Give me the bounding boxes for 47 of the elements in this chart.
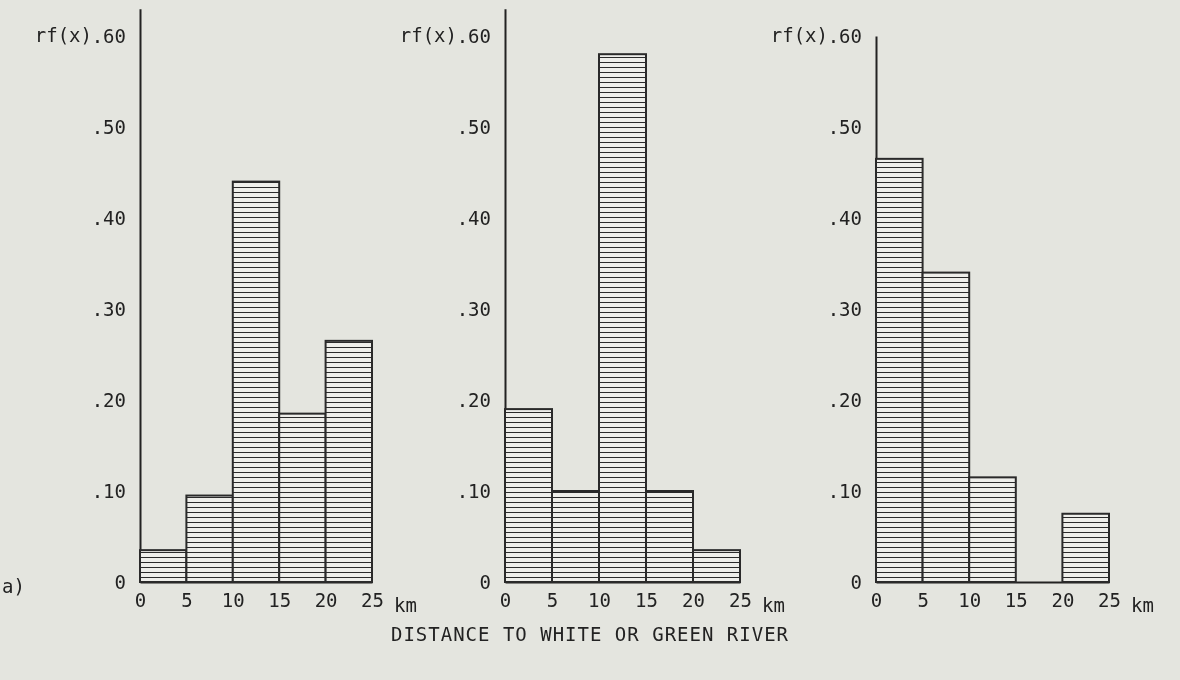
x-tick-label: 25 xyxy=(729,589,752,612)
y-tick-label: .60 xyxy=(827,24,862,47)
x-tick-label: 15 xyxy=(268,589,292,612)
x-tick-label: 5 xyxy=(546,589,559,612)
y-tick-label: .30 xyxy=(827,297,862,320)
y-tick-label: .40 xyxy=(456,206,491,229)
y-tick-label: .10 xyxy=(91,479,126,502)
y-tick-label: .50 xyxy=(827,115,862,138)
y-tick-label: 0 xyxy=(479,570,491,593)
x-tick-label: 25 xyxy=(361,589,384,612)
y-tick-label: .60 xyxy=(91,24,126,47)
y-axis-title: rf(x) xyxy=(34,24,92,47)
x-tick-label: 5 xyxy=(181,589,193,612)
y-tick-label: 0 xyxy=(114,570,126,593)
text: a) xyxy=(2,575,25,598)
x-tick-label: 0 xyxy=(870,589,883,612)
x-tick-label: 20 xyxy=(1051,589,1075,612)
y-tick-label: .10 xyxy=(456,479,491,502)
y-tick-label: .20 xyxy=(827,388,862,411)
x-axis-title: km xyxy=(762,594,785,617)
y-tick-label: .50 xyxy=(456,115,491,138)
y-tick-label: .40 xyxy=(91,206,126,229)
x-tick-label: 15 xyxy=(635,589,658,612)
x-tick-label: 10 xyxy=(221,589,245,612)
x-tick-label: 5 xyxy=(917,589,929,612)
y-tick-label: .40 xyxy=(827,206,862,229)
text: DISTANCE TO WHITE OR GREEN RIVER xyxy=(390,623,790,646)
y-tick-label: .30 xyxy=(456,297,491,320)
x-tick-label: 10 xyxy=(588,589,611,612)
x-axis-title: km xyxy=(394,594,417,617)
y-axis-title: rf(x) xyxy=(399,24,457,47)
x-axis-title: km xyxy=(1131,594,1154,617)
y-tick-label: .20 xyxy=(456,388,491,411)
x-tick-label: 15 xyxy=(1004,589,1028,612)
y-tick-label: .30 xyxy=(91,297,126,320)
x-tick-label: 20 xyxy=(314,589,338,612)
y-tick-label: .10 xyxy=(827,479,862,502)
x-tick-label: 20 xyxy=(682,589,705,612)
y-tick-label: .50 xyxy=(91,115,126,138)
x-tick-label: 25 xyxy=(1098,589,1121,612)
x-tick-label: 0 xyxy=(134,589,147,612)
x-tick-label: 10 xyxy=(958,589,982,612)
x-tick-label: 0 xyxy=(499,589,512,612)
y-tick-label: 0 xyxy=(850,570,862,593)
y-axis-title: rf(x) xyxy=(770,24,828,47)
y-tick-label: .20 xyxy=(91,388,126,411)
y-tick-label: .60 xyxy=(456,24,491,47)
